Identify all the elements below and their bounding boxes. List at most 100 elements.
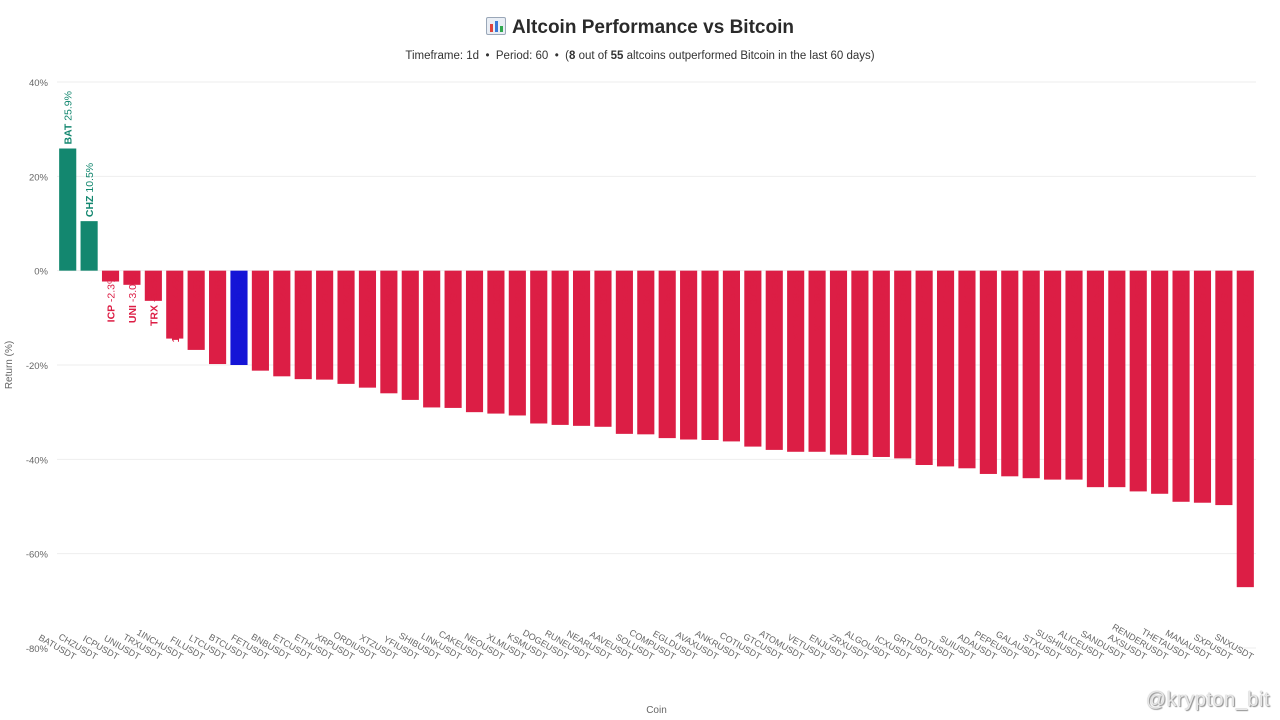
data-label-coin: NEAR — [598, 308, 610, 341]
data-label-value: -21.2% — [255, 275, 267, 308]
data-label: BTC -20.0% — [234, 275, 246, 333]
data-label: ATOM -38.4% — [791, 275, 803, 341]
data-label: FIL -16.8% — [191, 275, 203, 327]
data-label-coin: BTC — [234, 308, 246, 333]
data-label: XTZ -26.0% — [384, 275, 396, 331]
data-label-value: -38.4% — [812, 275, 824, 308]
bar — [59, 148, 77, 271]
bar — [872, 270, 890, 457]
data-label: LTC -19.8% — [213, 275, 225, 331]
bar — [1108, 270, 1126, 488]
data-label: NEAR -33.1% — [598, 275, 610, 341]
summary-tail: altcoins outperformed Bitcoin in the las… — [626, 50, 871, 62]
data-label: SUI -41.9% — [962, 275, 974, 329]
bar — [230, 270, 248, 365]
data-label: BAT 25.9% — [63, 91, 75, 145]
data-label: CHZ 10.5% — [84, 163, 96, 217]
data-label: ORDI -24.8% — [362, 275, 374, 337]
data-label: SNX -67.1% — [1240, 275, 1252, 333]
data-label-value: -39.8% — [898, 275, 910, 308]
bar — [273, 270, 291, 377]
data-label-value: -23.1% — [320, 275, 332, 308]
data-label-value: -41.2% — [919, 275, 931, 308]
timeframe-text: Timeframe: 1d — [405, 50, 480, 62]
data-label-value: -16.8% — [191, 275, 203, 308]
y-tick-label: -80% — [26, 644, 49, 655]
bar — [551, 270, 569, 425]
data-label-value: -43.1% — [983, 275, 995, 308]
data-label: SUSHI -44.3% — [1069, 275, 1081, 343]
data-label-value: -49.2% — [1197, 275, 1209, 308]
data-label-coin: YFI — [405, 308, 417, 327]
bar — [508, 270, 526, 416]
bar — [979, 270, 997, 474]
data-label-coin: NEO — [491, 308, 503, 334]
data-label-coin: SUI — [962, 308, 974, 328]
data-label: AAVE -34.6% — [619, 275, 631, 340]
bar — [1129, 270, 1147, 492]
bar — [829, 270, 848, 455]
data-label: ZRX -39.1% — [855, 275, 867, 332]
data-label-value: -44.0% — [1026, 275, 1038, 308]
data-label-value: -14.4% — [170, 275, 182, 308]
data-label-value: -49.0% — [1176, 275, 1188, 308]
summary-mid: out of — [578, 50, 608, 62]
bar — [444, 270, 462, 408]
bar — [658, 270, 676, 439]
data-label: UNI -3.0% — [127, 275, 139, 323]
bar — [1022, 270, 1040, 479]
data-label-value: -6.4% — [148, 275, 160, 302]
data-label: SOL -34.7% — [641, 275, 653, 333]
data-label-coin: AAVE — [619, 308, 631, 339]
data-label-value: -37.3% — [748, 275, 760, 308]
data-label-value: -29.1% — [448, 275, 460, 308]
y-tick-label: -40% — [26, 455, 49, 466]
data-label-coin: SNX — [1240, 308, 1252, 333]
bar — [1172, 270, 1190, 502]
data-label: ALICE -45.9% — [1090, 275, 1102, 343]
data-label-value: -36.2% — [726, 275, 738, 308]
data-label-coin: XRP — [341, 308, 353, 332]
data-label-coin: DOT — [941, 308, 953, 333]
bar — [251, 270, 269, 371]
y-tick-label: -20% — [26, 361, 49, 372]
bar — [1215, 270, 1233, 506]
bar — [209, 270, 227, 365]
data-label: ICX -39.8% — [898, 275, 910, 329]
data-label: MANA -49.2% — [1197, 275, 1209, 342]
data-label-value: -30.7% — [512, 275, 524, 308]
bar — [701, 270, 719, 440]
bar — [123, 270, 141, 285]
data-label: RUNE -32.9% — [577, 275, 589, 341]
data-label-coin: LTC — [213, 308, 225, 331]
bar — [1151, 270, 1169, 494]
data-label: YFI -27.4% — [405, 275, 417, 328]
data-label-coin: XTZ — [384, 308, 396, 331]
data-label-coin: VET — [812, 308, 824, 331]
bar — [401, 270, 419, 400]
data-label-value: -45.9% — [1090, 275, 1102, 308]
data-label: NEO -30.3% — [491, 275, 503, 334]
data-label-value: -32.9% — [577, 275, 589, 308]
bar — [808, 270, 826, 452]
data-label-coin: FIL — [191, 308, 203, 326]
y-axis-label: Return (%) — [4, 341, 15, 389]
data-label: DOGE -32.7% — [555, 275, 567, 342]
data-label-value: -45.9% — [1112, 275, 1124, 308]
data-label-value: -35.9% — [705, 275, 717, 308]
data-label-value: -39.0% — [833, 275, 845, 308]
data-label: SXP -49.7% — [1219, 275, 1231, 332]
bar — [787, 270, 805, 452]
data-label-coin: ATOM — [791, 308, 803, 341]
data-label: GTC -38.0% — [769, 275, 781, 333]
data-label-value: -30.0% — [470, 275, 482, 308]
data-label-value: -22.4% — [277, 275, 289, 308]
data-label-coin: XLM — [512, 308, 524, 333]
data-label-coin: ALICE — [1090, 308, 1102, 342]
data-label-coin: SOL — [641, 308, 653, 332]
data-label-coin: THETA — [1176, 308, 1188, 345]
data-label-coin: BNB — [277, 308, 289, 334]
data-label-coin: LINK — [448, 308, 460, 335]
bar — [487, 270, 505, 414]
